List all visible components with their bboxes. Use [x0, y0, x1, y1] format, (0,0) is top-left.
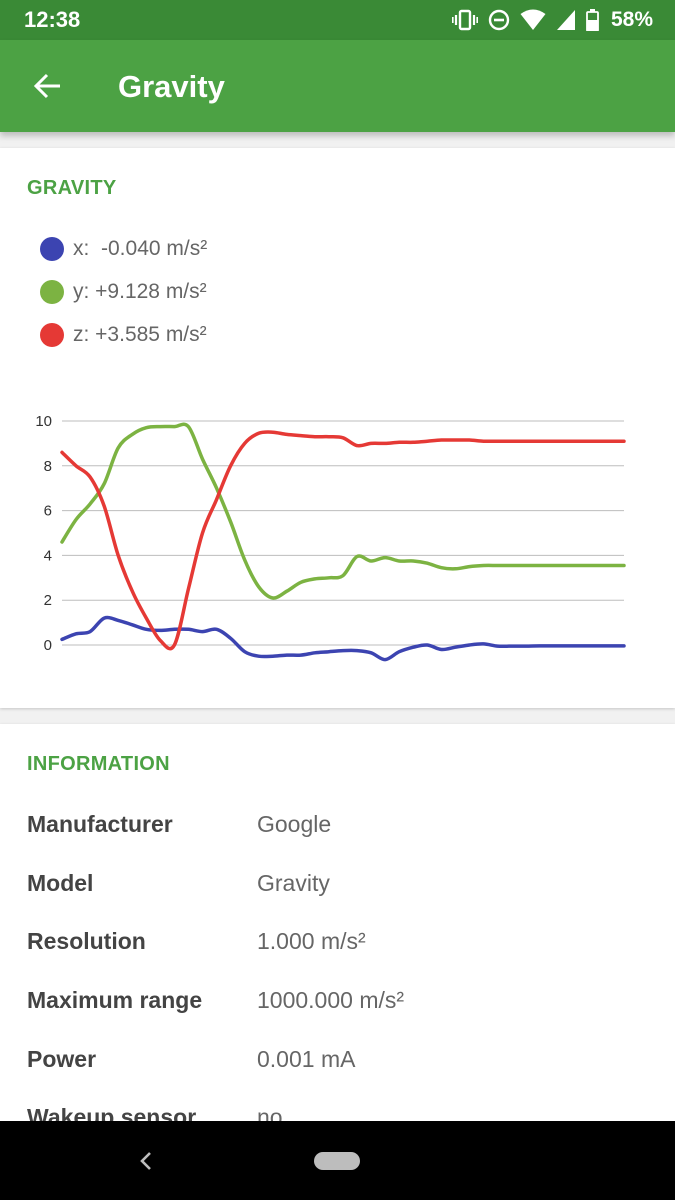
- legend-item-x: x: -0.040 m/s²: [40, 234, 207, 264]
- legend-label-x: x: -0.040 m/s²: [73, 237, 208, 260]
- info-label: Power: [27, 1046, 97, 1072]
- cell-signal-icon: [556, 10, 575, 30]
- info-label: Model: [27, 870, 94, 896]
- legend-label-z: z: +3.585 m/s²: [73, 323, 207, 346]
- nav-back-button[interactable]: [135, 1150, 157, 1172]
- vibrate-icon: [451, 9, 478, 31]
- chevron-left-icon: [140, 1152, 151, 1170]
- series-line-x: [60, 615, 626, 662]
- battery-percentage: 58%: [610, 8, 653, 31]
- nav-home-button[interactable]: [314, 1152, 360, 1170]
- y-tick-label: 6: [44, 503, 52, 520]
- legend-item-y: y: +9.128 m/s²: [40, 277, 207, 307]
- info-value: 0.001 mA: [257, 1046, 356, 1072]
- status-icons: 58%: [451, 7, 653, 33]
- legend-label-y: y: +9.128 m/s²: [73, 280, 207, 303]
- y-tick-label: 8: [44, 458, 52, 475]
- do-not-disturb-icon: [488, 9, 510, 31]
- y-tick-label: 0: [44, 637, 52, 654]
- legend-dot-y: [40, 280, 64, 304]
- info-value: 1000.000 m/s²: [257, 987, 405, 1013]
- battery-icon: [586, 9, 599, 31]
- app-bar: Gravity: [0, 40, 675, 132]
- info-value: Google: [257, 811, 332, 837]
- info-label: Resolution: [27, 928, 146, 954]
- status-time: 12:38: [24, 7, 81, 32]
- arrow-left-icon: [33, 73, 60, 99]
- y-tick-label: 4: [44, 547, 52, 564]
- series-line-y: [60, 422, 626, 600]
- navigation-bar: [0, 1121, 675, 1200]
- gravity-card: GRAVITY x: -0.040 m/s² y: +9.128 m/s² z:…: [0, 148, 675, 708]
- info-value: 1.000 m/s²: [257, 928, 366, 954]
- back-button[interactable]: [28, 66, 68, 106]
- legend-dot-x: [40, 237, 64, 261]
- legend-item-z: z: +3.585 m/s²: [40, 320, 207, 350]
- status-bar: 12:38 58%: [0, 0, 675, 40]
- gravity-chart: 0 2 4 6 8 10: [35, 413, 626, 662]
- information-card: INFORMATION Manufacturer Google Model Gr…: [0, 724, 675, 1144]
- wifi-icon: [520, 9, 546, 30]
- page-title: Gravity: [118, 69, 225, 104]
- y-tick-label: 2: [44, 592, 52, 609]
- information-heading: INFORMATION: [27, 753, 170, 775]
- info-label: Maximum range: [27, 987, 203, 1013]
- gravity-heading: GRAVITY: [27, 177, 117, 199]
- y-tick-label: 10: [35, 413, 52, 430]
- info-label: Manufacturer: [27, 811, 173, 837]
- info-value: Gravity: [257, 870, 330, 896]
- legend-dot-z: [40, 323, 64, 347]
- series-line-z: [60, 430, 626, 651]
